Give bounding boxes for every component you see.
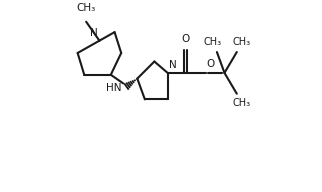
Text: O: O [206, 59, 215, 69]
Text: N: N [90, 28, 98, 38]
Text: CH₃: CH₃ [77, 3, 96, 13]
Text: CH₃: CH₃ [232, 37, 251, 47]
Text: CH₃: CH₃ [203, 37, 221, 47]
Text: N: N [169, 60, 176, 70]
Text: O: O [181, 34, 190, 45]
Text: HN: HN [106, 83, 121, 93]
Text: CH₃: CH₃ [232, 98, 251, 108]
